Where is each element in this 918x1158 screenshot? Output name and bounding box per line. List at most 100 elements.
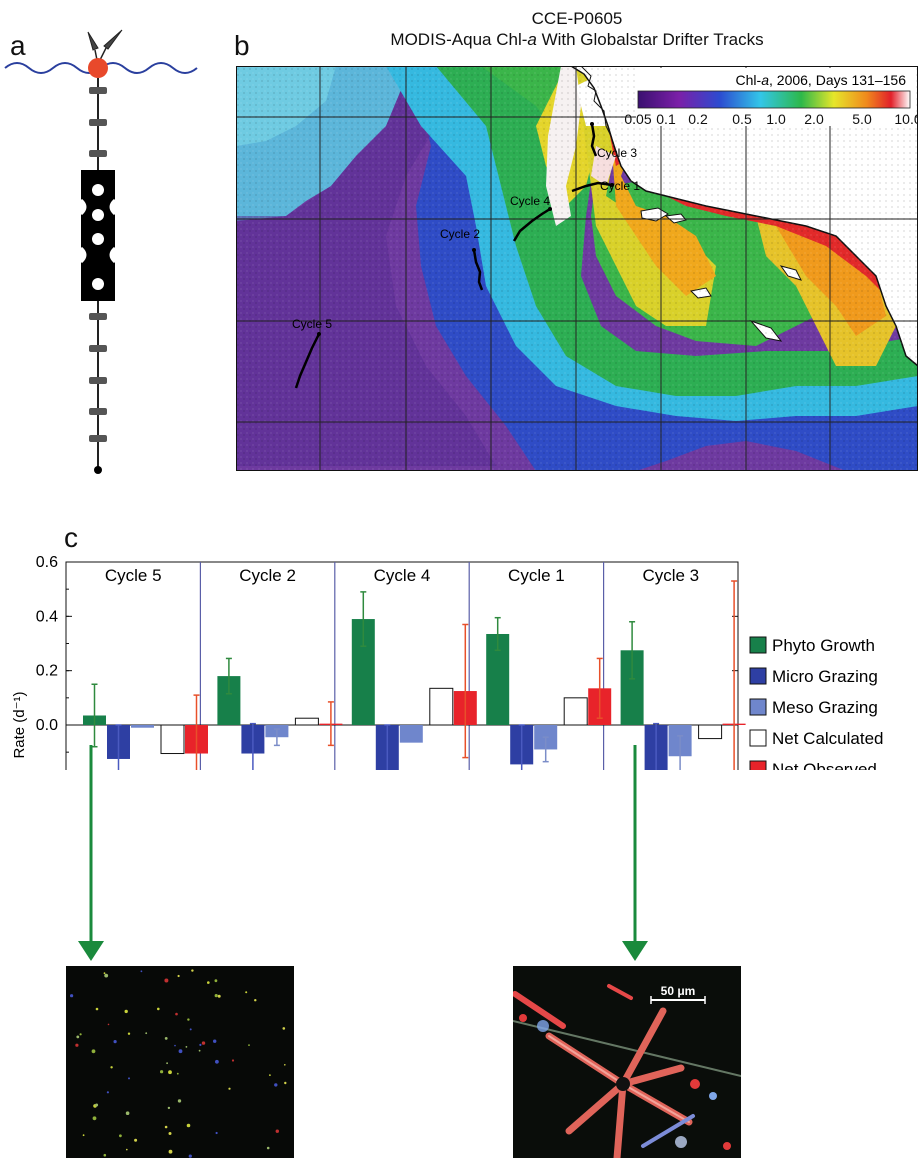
particle	[254, 999, 257, 1002]
bar	[486, 633, 510, 725]
particle	[191, 969, 194, 972]
colorbar-tick-label: 0.05	[624, 111, 651, 127]
particle	[164, 1125, 168, 1129]
particle	[186, 1123, 191, 1128]
particle	[107, 1023, 110, 1026]
particle	[177, 1099, 182, 1103]
bar	[294, 717, 319, 726]
particle	[75, 1043, 79, 1047]
particle	[213, 1039, 217, 1043]
particle	[266, 1146, 270, 1150]
particle	[106, 1091, 109, 1094]
legend-swatch	[749, 636, 767, 654]
particle	[177, 974, 180, 978]
map-label-cycle-3: Cycle 3	[597, 146, 637, 160]
arrows	[78, 745, 648, 961]
cycle-label: Cycle 2	[239, 566, 296, 585]
particle	[95, 1103, 99, 1107]
particle	[175, 1012, 178, 1016]
particle	[79, 1033, 82, 1036]
particle	[70, 994, 74, 998]
bar	[429, 687, 454, 726]
y-tick-label: 0.2	[36, 663, 58, 680]
particle	[113, 1040, 117, 1044]
particle	[284, 1064, 286, 1066]
colorbar-tick-label: 5.0	[852, 111, 872, 127]
track-cycle-4	[512, 207, 551, 242]
particle	[201, 1041, 206, 1045]
bar	[399, 725, 423, 743]
particle	[91, 1049, 96, 1054]
bar	[131, 725, 154, 728]
map-label-cycle-4: Cycle 4	[510, 194, 550, 208]
particle	[187, 1018, 190, 1021]
panel-label-c: c	[64, 522, 78, 553]
particle	[145, 1032, 148, 1035]
track-cycle-2	[472, 249, 484, 291]
particle	[82, 1134, 85, 1137]
particle	[124, 1009, 128, 1014]
arrow-cycle-5	[78, 745, 104, 961]
map-label-cycle-1: Cycle 1	[600, 179, 640, 193]
rate-bar-chart: 0.60.40.20.0−0.2−0.4−0.6Rate (d⁻¹)Cycle …	[11, 554, 884, 770]
particle	[166, 1062, 168, 1065]
tether-floats	[89, 87, 107, 442]
particle	[103, 972, 106, 975]
particle	[228, 1087, 231, 1090]
legend-label: Meso Grazing	[772, 698, 878, 717]
particle	[188, 1154, 192, 1158]
arrow-cycle-3	[622, 745, 648, 961]
y-tick-label: 0.4	[36, 608, 58, 625]
particle	[231, 1059, 235, 1062]
map-title-line2: MODIS-Aqua Chl-a With Globalstar Drifter…	[390, 30, 764, 49]
particle	[199, 1043, 202, 1046]
legend-swatch	[749, 729, 767, 747]
particle	[215, 1059, 219, 1064]
map-title-line1: CCE-P0605	[531, 9, 623, 28]
particle	[185, 1046, 188, 1048]
track-cycle-5	[294, 333, 321, 389]
particle	[140, 970, 143, 973]
particle	[189, 1028, 192, 1031]
cycle-label: Cycle 4	[374, 566, 431, 585]
particle	[176, 1072, 179, 1075]
particle	[103, 1153, 107, 1157]
particle	[217, 994, 221, 998]
y-tick-label: 0.6	[36, 554, 58, 571]
colorbar-tick-label: 10.0	[894, 111, 918, 127]
panel-label-b: b	[234, 30, 250, 61]
particle	[275, 1129, 279, 1133]
cycle-label: Cycle 5	[105, 566, 162, 585]
particle	[126, 1148, 128, 1151]
colorbar-tick-label: 0.2	[688, 111, 708, 127]
particle	[164, 1037, 168, 1040]
particle	[168, 1149, 173, 1154]
legend-label: Micro Grazing	[772, 667, 878, 686]
colorbar-tick-label: 0.5	[732, 111, 752, 127]
colorbar-tick-label: 2.0	[804, 111, 824, 127]
cycle-label: Cycle 1	[508, 566, 565, 585]
particle	[178, 1049, 183, 1054]
particle	[274, 1083, 278, 1087]
y-tick-label: 0.0	[36, 717, 58, 734]
map-label-cycle-2: Cycle 2	[440, 227, 480, 241]
bar	[160, 724, 185, 755]
drifter-tracks	[294, 123, 613, 389]
micrograph-cycle-3: 50 μm	[513, 966, 741, 1158]
particle	[207, 981, 210, 984]
y-axis-label: Rate (d⁻¹)	[11, 691, 28, 758]
colorbar-ramp	[637, 90, 911, 109]
legend-label: Phyto Growth	[772, 636, 875, 655]
legend-label: Net Observed	[772, 760, 877, 770]
particle	[282, 1027, 286, 1030]
bar	[563, 697, 588, 726]
surface-float	[88, 58, 108, 78]
particle	[214, 979, 218, 983]
particle	[128, 1077, 130, 1080]
particle	[269, 1074, 271, 1076]
particle	[125, 1111, 130, 1115]
colorbar-tick-label: 0.1	[656, 111, 676, 127]
particle	[214, 994, 218, 998]
legend-swatch	[749, 760, 767, 770]
bar	[351, 619, 375, 725]
